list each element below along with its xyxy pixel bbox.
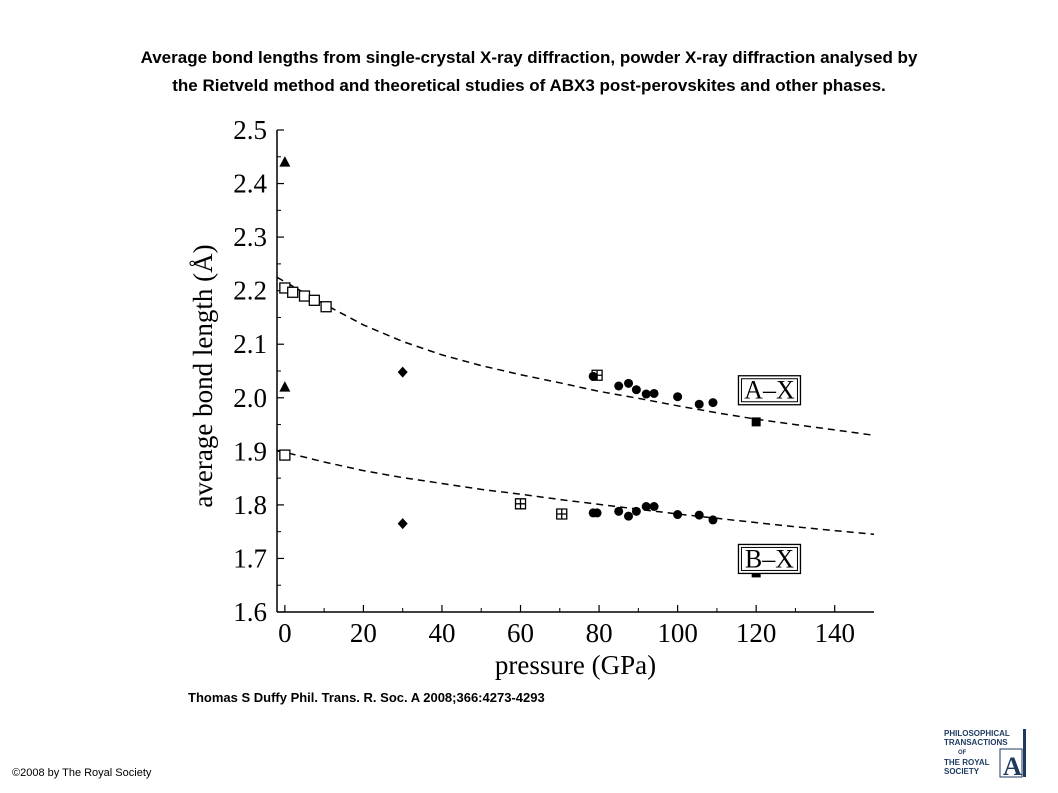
- filled-triangle-point: [279, 156, 291, 167]
- y-tick-label: 1.7: [233, 543, 267, 573]
- filled-circle-point: [614, 506, 624, 516]
- chart-title: Average bond lengths from single-crystal…: [20, 44, 1038, 100]
- x-tick-label: 140: [814, 618, 855, 648]
- filled-circle-point: [708, 515, 718, 525]
- annotation-bx-box-outer: [737, 543, 802, 575]
- x-axis-label: pressure (GPa): [495, 650, 656, 680]
- x-tick-label: 120: [736, 618, 777, 648]
- y-tick-label: 2.5: [233, 115, 267, 145]
- x-tick-label: 0: [278, 618, 292, 648]
- data-points: [279, 156, 761, 578]
- crossed-square-point: [556, 508, 568, 520]
- filled-circle-point: [641, 501, 651, 511]
- logo-emblem: [999, 748, 1023, 778]
- y-tick-label: 2.2: [233, 276, 267, 306]
- filled-circle-point: [624, 511, 634, 521]
- filled-circle-point: [694, 399, 704, 409]
- filled-circle-point: [592, 508, 602, 518]
- filled-circle-point: [673, 510, 683, 520]
- filled-circle-point: [614, 381, 624, 391]
- fit-curve-bx: [276, 449, 875, 536]
- logo-bar: [1023, 729, 1026, 777]
- annotation-bx-box-inner: [740, 546, 798, 571]
- filled-circle-point: [649, 501, 659, 511]
- logo-line-4: THE ROYAL: [944, 758, 990, 767]
- y-tick-label: 1.8: [233, 490, 267, 520]
- open-square-point: [298, 290, 311, 302]
- annotation-bx-label: B–X: [745, 544, 794, 573]
- x-tick-label: 100: [657, 618, 698, 648]
- citation: Thomas S Duffy Phil. Trans. R. Soc. A 20…: [188, 690, 545, 705]
- y-tick-label: 1.6: [233, 597, 267, 627]
- logo-line-1: PHILOSOPHICAL: [944, 729, 1010, 738]
- filled-circle-point: [624, 378, 634, 388]
- filled-circle-point: [673, 392, 683, 402]
- x-tick-label: 20: [350, 618, 377, 648]
- x-tick-label: 40: [428, 618, 455, 648]
- filled-triangle-point: [279, 381, 291, 392]
- royal-society-logo: PHILOSOPHICAL TRANSACTIONS OF THE ROYAL …: [944, 729, 1026, 779]
- annotations: A–X B–X: [737, 375, 802, 575]
- open-square-point: [308, 294, 320, 306]
- logo-line-3: OF: [958, 750, 967, 756]
- filled-circle-point: [631, 506, 641, 516]
- y-tick-label: 2.1: [233, 329, 267, 359]
- logo-line-5: SOCIETY: [944, 767, 980, 776]
- x-tick-label: 60: [507, 618, 534, 648]
- filled-circle-point: [631, 385, 641, 395]
- filled-diamond-point: [397, 518, 408, 530]
- logo-letter: A: [1003, 752, 1022, 779]
- open-square-point: [287, 286, 299, 298]
- fit-curves: [276, 276, 875, 536]
- filled-circle-point: [649, 388, 659, 398]
- y-tick-label: 2.4: [233, 169, 267, 199]
- crossed-square-point: [514, 498, 527, 510]
- filled-diamond-point: [397, 366, 408, 378]
- y-tick-label: 2.3: [233, 222, 267, 252]
- copyright: ©2008 by The Royal Society: [12, 767, 152, 779]
- y-tick-label: 1.9: [233, 436, 267, 466]
- open-square-point: [320, 301, 332, 313]
- filled-circle-point: [694, 510, 704, 520]
- chart-title-line-2: the Rietveld method and theoretical stud…: [172, 76, 886, 95]
- annotation-ax-box-inner: [740, 378, 798, 403]
- filled-square-point: [751, 417, 761, 427]
- annotation-ax-box-outer: [737, 375, 802, 406]
- annotation-ax-label: A–X: [744, 376, 795, 405]
- filled-circle-point: [588, 371, 598, 381]
- fit-curve-ax: [276, 276, 875, 437]
- filled-circle-point: [708, 398, 718, 408]
- open-square-point: [279, 449, 291, 461]
- filled-circle-point: [641, 389, 651, 399]
- logo-line-2: TRANSACTIONS: [944, 738, 1008, 747]
- chart-title-line-1: Average bond lengths from single-crystal…: [140, 48, 918, 67]
- chart-axes: 0 20 40 60 80 100 120 140 1.6 1.7 1.8 1.9 2.0 2.1 2.2 2…: [188, 115, 874, 680]
- y-tick-label: 2.0: [233, 383, 267, 413]
- y-axis-label: average bond length (Å): [188, 244, 218, 507]
- x-tick-label: 80: [586, 618, 613, 648]
